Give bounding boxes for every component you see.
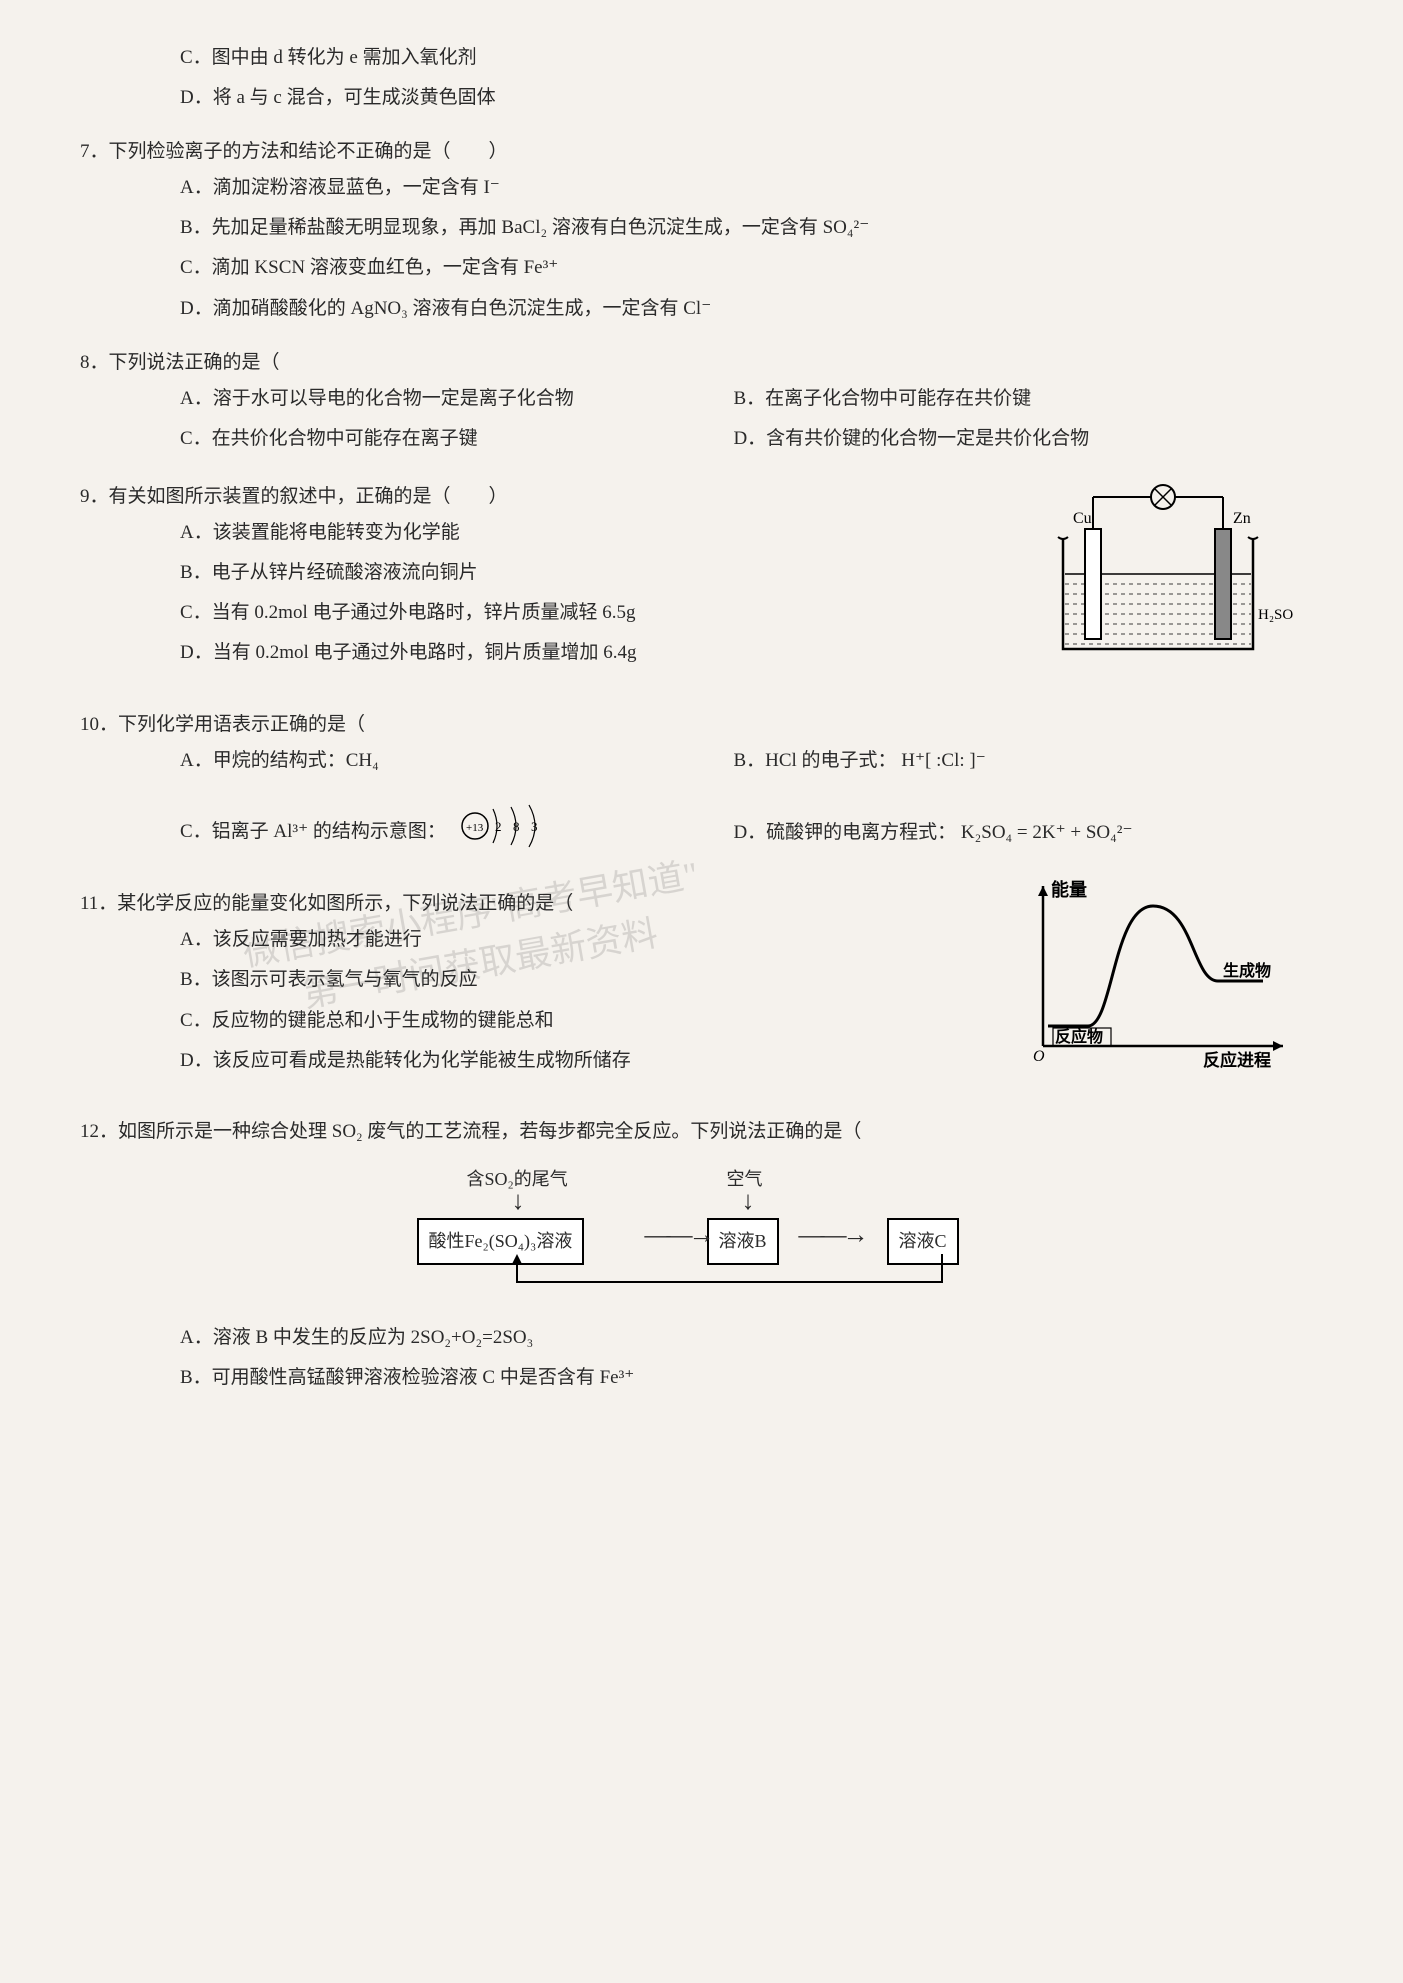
q7-stem: 7．下列检验离子的方法和结论不正确的是（ ） [80, 134, 1333, 170]
q11-figure: 能量 反应物 生成物 O 反应进程 [1013, 876, 1293, 1076]
q12-flow-diagram: 含SO₂的尾气 空气 ↓ ↓ 酸性Fe₂(SO₄)₃溶液 溶液B 溶液C ——→… [347, 1162, 1067, 1302]
q9: 9．有关如图所示装置的叙述中，正确的是（ ） A．该装置能将电能转变为化学能 B… [80, 479, 1333, 689]
q12: 12．如图所示是一种综合处理 SO₂ 废气的工艺流程，若每步都完全反应。下列说法… [80, 1114, 1333, 1396]
q12-opt-b: B．可用酸性高锰酸钾溶液检验溶液 C 中是否含有 Fe³⁺ [180, 1360, 1333, 1396]
q11-opt-b: B．该图示可表示氢气与氧气的反应 [180, 962, 900, 998]
q10-b-pre: B．HCl 的电子式： [733, 750, 896, 771]
svg-text:+13: +13 [466, 822, 484, 834]
q7-opt-b: B．先加足量稀盐酸无明显现象，再加 BaCl₂ 溶液有白色沉淀生成，一定含有 S… [180, 210, 1333, 246]
q6-opt-d: D．将 a 与 c 混合，可生成淡黄色固体 [180, 80, 1333, 116]
q8-opt-c: C．在共价化合物中可能存在离子键 [180, 421, 733, 457]
q12-opt-a: A．溶液 B 中发生的反应为 2SO₂+O₂=2SO₃ [180, 1320, 1333, 1356]
q8-opt-a: A．溶于水可以导电的化合物一定是离子化合物 [180, 381, 733, 417]
q11-opt-d: D．该反应可看成是热能转化为化学能被生成物所储存 [180, 1043, 900, 1079]
q8: 8．下列说法正确的是（ A．溶于水可以导电的化合物一定是离子化合物 B．在离子化… [80, 345, 1333, 461]
q8-stem: 8．下列说法正确的是（ [80, 345, 1333, 381]
svg-text:O: O [1033, 1048, 1045, 1065]
q10-opt-c: C．铝离子 Al³⁺ 的结构示意图： +13 2 8 3 [180, 801, 733, 864]
q11-opt-a: A．该反应需要加热才能进行 [180, 922, 900, 958]
q12-stem: 12．如图所示是一种综合处理 SO₂ 废气的工艺流程，若每步都完全反应。下列说法… [80, 1114, 1333, 1150]
q10-c-text: C．铝离子 Al³⁺ 的结构示意图： [180, 821, 446, 842]
q9-opt-a: A．该装置能将电能转变为化学能 [180, 515, 940, 551]
label-cu: Cu [1073, 510, 1092, 527]
q7-opt-a: A．滴加淀粉溶液显蓝色，一定含有 I⁻ [180, 170, 1333, 206]
label-h2so4: H₂SO₄ [1258, 607, 1293, 623]
q7-opt-d: D．滴加硝酸酸化的 AgNO₃ 溶液有白色沉淀生成，一定含有 Cl⁻ [180, 291, 1333, 327]
q9-opt-b: B．电子从锌片经硫酸溶液流向铜片 [180, 555, 940, 591]
q8-opt-d: D．含有共价键的化合物一定是共价化合物 [733, 421, 1286, 457]
q6-continuation: C．图中由 d 转化为 e 需加入氧化剂 D．将 a 与 c 混合，可生成淡黄色… [80, 40, 1333, 116]
q10-opt-a: A．甲烷的结构式：CH₄ [180, 743, 733, 779]
svg-text:反应进程: 反应进程 [1203, 1050, 1271, 1070]
q10-opt-d: D．硫酸钾的电离方程式： K₂SO₄ = 2K⁺ + SO₄²⁻ [733, 815, 1286, 851]
q9-figure: Cu Zn H₂SO₄ [1033, 479, 1293, 669]
q10: 10．下列化学用语表示正确的是（ A．甲烷的结构式：CH₄ B．HCl 的电子式… [80, 707, 1333, 868]
svg-text:能量: 能量 [1051, 879, 1087, 900]
q9-opt-c: C．当有 0.2mol 电子通过外电路时，锌片质量减轻 6.5g [180, 595, 940, 631]
svg-text:生成物: 生成物 [1223, 961, 1271, 980]
q7-opt-c: C．滴加 KSCN 溶液变血红色，一定含有 Fe³⁺ [180, 250, 1333, 286]
q7: 7．下列检验离子的方法和结论不正确的是（ ） A．滴加淀粉溶液显蓝色，一定含有 … [80, 134, 1333, 326]
q10-stem: 10．下列化学用语表示正确的是（ [80, 707, 1333, 743]
al-ion-diagram: +13 2 8 3 [457, 801, 547, 851]
q11-opt-c: C．反应物的键能总和小于生成物的键能总和 [180, 1003, 900, 1039]
svg-text:3: 3 [531, 819, 538, 834]
q9-opt-d: D．当有 0.2mol 电子通过外电路时，铜片质量增加 6.4g [180, 635, 940, 671]
label-zn: Zn [1233, 510, 1251, 527]
q6-opt-c: C．图中由 d 转化为 e 需加入氧化剂 [180, 40, 1333, 76]
svg-text:8: 8 [513, 819, 520, 834]
q8-opt-b: B．在离子化合物中可能存在共价键 [733, 381, 1286, 417]
recycle-line [347, 1162, 1067, 1302]
q10-opt-b: B．HCl 的电子式： H⁺[ :Cl: ]⁻ [733, 743, 1286, 779]
q10-b-formula: H⁺[ :Cl: ]⁻ [901, 750, 985, 771]
svg-text:反应物: 反应物 [1055, 1027, 1103, 1046]
svg-text:2: 2 [495, 819, 502, 834]
q11: 11．某化学反应的能量变化如图所示，下列说法正确的是（ A．该反应需要加热才能进… [80, 886, 1333, 1096]
